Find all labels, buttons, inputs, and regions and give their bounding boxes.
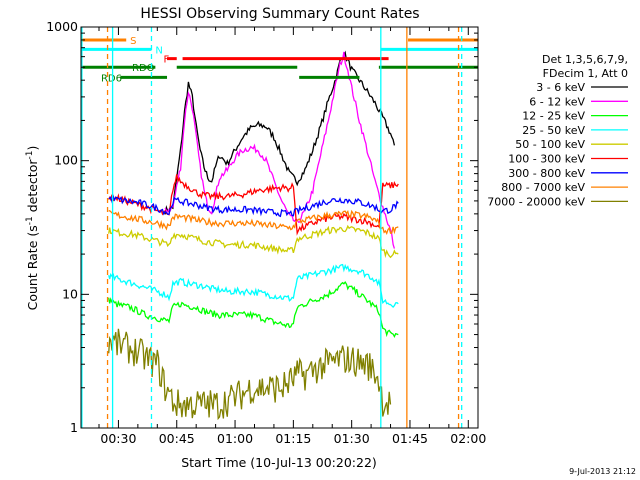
y-axis-label-part2: detector [25, 159, 40, 217]
vertical-lines-layer [81, 27, 463, 428]
x-tick-label-2: 01:00 [217, 431, 253, 446]
legend-entry-label-5: 100 - 300 keV [508, 153, 585, 166]
y-tick-label-1: 10 [62, 286, 78, 301]
legend-header-line1: Det 1,3,5,6,7,9, [542, 53, 628, 66]
x-tick-label-0: 00:30 [100, 431, 136, 446]
y-tick-label-0: 1 [70, 420, 78, 435]
chart-title: HESSI Observing Summary Count Rates [140, 6, 419, 22]
y-axis-label-part1: Count Rate (s [25, 225, 40, 310]
legend-entry-label-8: 7000 - 20000 keV [487, 195, 585, 208]
x-tick-label-1: 00:45 [159, 431, 195, 446]
legend-entry-label-1: 6 - 12 keV [529, 95, 585, 108]
x-tick-label-5: 01:45 [392, 431, 428, 446]
timestamp: 9-Jul-2013 21:12 [569, 467, 636, 476]
series-line-7 [108, 209, 399, 236]
legend-entry-label-4: 50 - 100 keV [515, 138, 585, 151]
legend-entry-label-7: 800 - 7000 keV [501, 181, 585, 194]
flag-label-s: S [130, 36, 136, 47]
x-axis: 00:30 00:45 01:00 01:15 01:30 01:45 02:00 [98, 27, 486, 446]
flag-label-f: F [164, 55, 170, 66]
legend-entry-label-2: 12 - 25 keV [522, 110, 585, 123]
x-tick-label-6: 02:00 [450, 431, 486, 446]
legend-header-line2: FDecim 1, Att 0 [543, 67, 628, 80]
x-axis-label: Start Time (10-Jul-13 00:20:22) [181, 455, 377, 470]
series-line-1 [164, 51, 396, 249]
flag-label-rd6: RD6 [101, 73, 122, 84]
y-tick-label-3: 1000 [46, 19, 78, 34]
series-line-0 [164, 50, 396, 215]
plot-frame [80, 26, 479, 429]
flag-label-n: N [155, 45, 162, 56]
x-tick-label-3: 01:15 [275, 431, 311, 446]
curves-layer [108, 50, 399, 421]
series-line-2 [108, 280, 399, 338]
series-line-5 [108, 174, 399, 236]
y-axis-label-sup2: -1 [25, 151, 35, 160]
series-line-4 [108, 224, 399, 259]
y-tick-label-2: 100 [54, 153, 78, 168]
legend: Det 1,3,5,6,7,9, FDecim 1, Att 0 3 - 6 k… [487, 53, 628, 208]
legend-entry-label-6: 300 - 800 keV [508, 167, 585, 180]
y-axis-label: Count Rate (s-1 detector-1) [25, 146, 40, 311]
y-axis-label-part3: ) [25, 146, 40, 151]
series-line-8 [108, 328, 392, 421]
series-line-6 [108, 194, 399, 218]
y-axis-label-sup1: -1 [25, 216, 35, 225]
x-tick-label-4: 01:30 [334, 431, 370, 446]
y-axis: 1 10 100 1000 [46, 19, 478, 435]
series-line-3 [108, 263, 399, 309]
legend-entry-label-3: 25 - 50 keV [522, 124, 585, 137]
legend-entry-label-0: 3 - 6 keV [536, 81, 585, 94]
flag-label-rdo: RDO [132, 63, 155, 74]
